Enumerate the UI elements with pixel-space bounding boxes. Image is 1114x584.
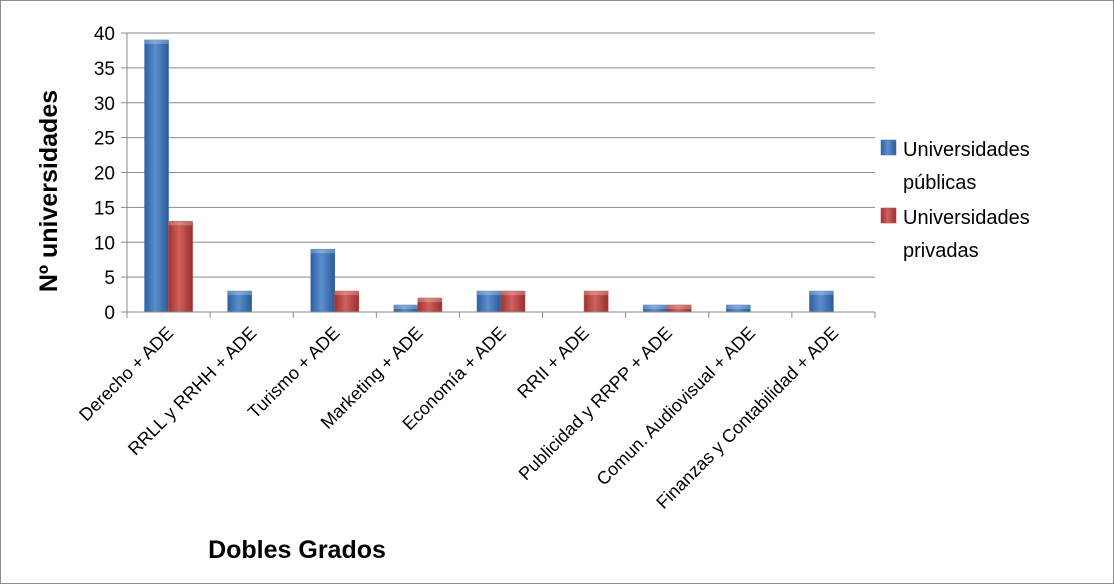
bar-publicas	[144, 39, 169, 313]
legend-swatch	[880, 207, 897, 224]
bar-bevel	[643, 305, 668, 310]
bar-bevel	[168, 221, 193, 226]
y-axis-title: Nº universidades	[35, 90, 63, 292]
x-category-label: RRII + ADE	[513, 323, 593, 403]
bar-privadas	[168, 221, 193, 313]
y-tick-label: 10	[94, 233, 115, 254]
bar-bevel	[393, 305, 418, 310]
legend-label: Universidades	[903, 139, 1030, 161]
bars	[144, 39, 834, 313]
bar-bevel	[726, 305, 751, 310]
y-tick-label: 25	[94, 129, 115, 150]
bar-bevel	[584, 291, 609, 296]
bar-bevel	[501, 291, 525, 296]
bar-bevel	[334, 291, 359, 296]
y-tick-label: 20	[94, 164, 115, 185]
y-tick-label: 15	[94, 198, 115, 219]
bar-bevel	[667, 305, 692, 310]
axes	[126, 33, 876, 318]
bar-bevel	[477, 291, 501, 296]
legend-label: privadas	[903, 240, 979, 262]
gridlines	[121, 32, 875, 313]
x-axis-title: Dobles Grados	[208, 536, 386, 564]
y-tick-label: 5	[104, 268, 115, 289]
y-tick-label: 35	[94, 59, 115, 80]
x-category-label: Finanzas y Contabilidad + ADE	[652, 323, 842, 513]
bar-bevel	[227, 291, 252, 296]
y-tick-label: 0	[104, 303, 115, 324]
x-category-label: Publicidad y RRPP + ADE	[515, 323, 676, 484]
y-tick-label: 40	[94, 24, 115, 45]
bar-bevel	[310, 249, 335, 254]
bar-bevel	[809, 291, 834, 296]
legend: Universidades públicas Universidades privad…	[880, 139, 1030, 262]
y-tick-label: 30	[94, 94, 115, 115]
legend-swatch	[880, 139, 897, 156]
y-tick-labels: 0 5 10 15 20 25 30 35 40	[94, 24, 115, 324]
bar-bevel	[417, 298, 442, 303]
bar-publicas	[310, 248, 336, 313]
legend-label: Universidades	[903, 207, 1030, 229]
legend-label: públicas	[903, 172, 976, 194]
bar-bevel	[144, 39, 169, 44]
x-category-label: Comun. Audiovisual + ADE	[593, 323, 760, 490]
